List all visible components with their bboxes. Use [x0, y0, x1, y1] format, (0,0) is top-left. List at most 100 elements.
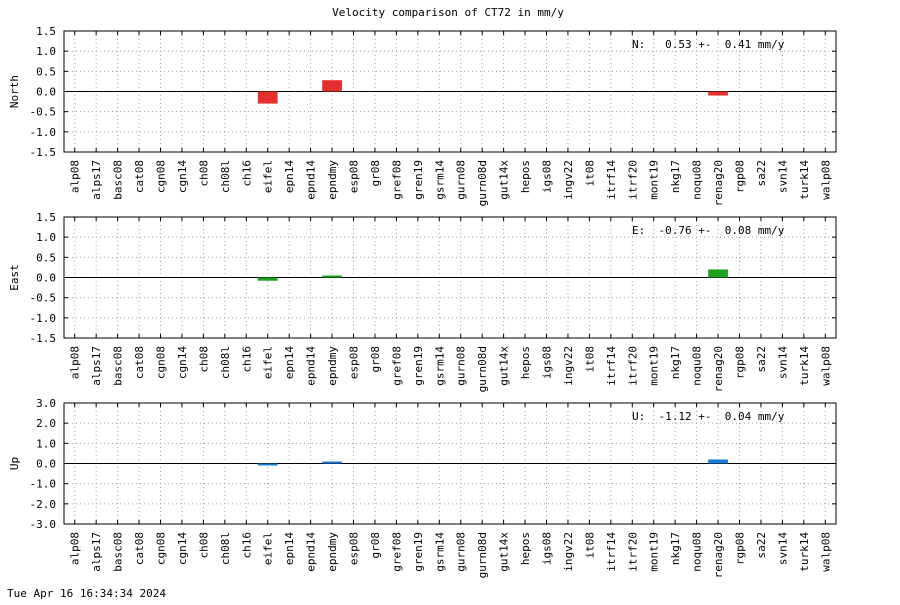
bar-renag20: [708, 269, 728, 278]
y-axis-label: East: [8, 264, 21, 291]
y-tick-label: 1.0: [36, 45, 56, 58]
x-tick-label: gr08: [369, 160, 382, 187]
y-axis-label: Up: [8, 457, 21, 470]
x-tick-label: hepos: [519, 532, 532, 565]
x-tick-label: gurn08d: [476, 532, 489, 578]
plot-frame: [63, 30, 837, 153]
x-tick-label: cgn14: [176, 532, 189, 565]
x-tick-label: eifel: [262, 532, 275, 565]
bar-epndmy: [322, 275, 342, 278]
x-tick-label: ingv22: [562, 532, 575, 572]
x-tick-label: ch16: [240, 160, 253, 187]
x-tick-label: cat08: [133, 160, 146, 193]
timestamp-footer: Tue Apr 16 16:34:34 2024: [7, 587, 166, 600]
x-tick-label: epnd14: [305, 532, 318, 572]
x-tick-label: noqu08: [691, 346, 704, 386]
x-tick-label: gref08: [390, 532, 403, 572]
x-tick-label: ch16: [240, 346, 253, 373]
x-tick-label: nkg17: [669, 160, 682, 193]
x-tick-label: eifel: [262, 346, 275, 379]
x-tick-label: epndmy: [326, 160, 339, 200]
x-tick-label: gurn08: [455, 346, 468, 386]
stats-annotation: N: 0.53 +- 0.41 mm/y: [632, 38, 785, 51]
y-tick-label: -1.0: [30, 312, 57, 325]
x-tick-label: noqu08: [691, 532, 704, 572]
x-tick-label: walp08: [819, 346, 832, 386]
x-tick-label: basc08: [112, 346, 125, 386]
x-tick-label: turk14: [798, 532, 811, 572]
x-tick-label: sa22: [755, 346, 768, 373]
x-tick-label: alp08: [69, 160, 82, 193]
x-tick-label: ch08: [197, 160, 210, 187]
y-tick-label: -1.0: [30, 478, 57, 491]
x-tick-label: alps17: [90, 532, 103, 572]
x-tick-label: gr08: [369, 532, 382, 559]
x-tick-label: gut14x: [498, 346, 511, 386]
x-tick-label: eifel: [262, 160, 275, 193]
x-tick-label: nkg17: [669, 346, 682, 379]
x-tick-label: alps17: [90, 346, 103, 386]
x-tick-label: gr08: [369, 346, 382, 373]
x-tick-label: ch08: [197, 532, 210, 559]
x-tick-label: gsrm14: [433, 532, 446, 572]
x-tick-label: ch08l: [219, 346, 232, 379]
x-tick-label: ingv22: [562, 160, 575, 200]
x-tick-label: rgp08: [734, 532, 747, 565]
bar-epndmy: [322, 461, 342, 464]
x-tick-label: igs08: [541, 160, 554, 193]
x-tick-label: ch08l: [219, 532, 232, 565]
x-tick-label: renag20: [712, 346, 725, 392]
x-tick-label: cat08: [133, 346, 146, 379]
x-tick-label: ch08: [197, 346, 210, 373]
panel-east: -1.5 -1.0 -0.5 0.0 0.5 1.0 1.5 alp08 alps17 basc0…: [8, 211, 837, 392]
y-tick-label: -3.0: [30, 518, 57, 531]
x-tick-label: alps17: [90, 160, 103, 200]
x-tick-label: itrf14: [605, 160, 618, 200]
plot-frame: [63, 402, 837, 525]
x-tick-label: gsrm14: [433, 346, 446, 386]
x-tick-label: esp08: [348, 346, 361, 379]
x-tick-label: ch16: [240, 532, 253, 559]
x-tick-label: gut14x: [498, 160, 511, 200]
x-tick-label: itrf14: [605, 532, 618, 572]
x-tick-label: epn14: [283, 160, 296, 193]
y-tick-label: 0.5: [36, 251, 56, 264]
x-tick-label: walp08: [819, 160, 832, 200]
x-tick-label: gref08: [390, 346, 403, 386]
y-tick-label: 1.5: [36, 211, 56, 224]
x-tick-label: cgn08: [155, 160, 168, 193]
bar-eifel: [257, 91, 278, 104]
x-tick-label: gurn08d: [476, 160, 489, 206]
x-tick-label: sa22: [755, 532, 768, 559]
x-tick-label: itrf20: [626, 532, 639, 572]
panel-north: -1.5 -1.0 -0.5 0.0 0.5 1.0 1.5 alp08 alps17 basc0…: [8, 25, 837, 206]
x-tick-label: alp08: [69, 532, 82, 565]
x-tick-label: cat08: [133, 532, 146, 565]
x-tick-label: esp08: [348, 532, 361, 565]
x-tick-label: itrf20: [626, 160, 639, 200]
x-tick-label: gurn08: [455, 160, 468, 200]
x-tick-label: svn14: [776, 346, 789, 379]
x-tick-label: gut14x: [498, 532, 511, 572]
x-tick-label: hepos: [519, 346, 532, 379]
y-tick-label: 0.5: [36, 65, 56, 78]
x-tick-label: basc08: [112, 160, 125, 200]
stats-annotation: E: -0.76 +- 0.08 mm/y: [632, 224, 785, 237]
y-tick-label: -0.5: [30, 106, 57, 119]
x-tick-label: igs08: [541, 532, 554, 565]
x-tick-label: igs08: [541, 346, 554, 379]
y-tick-label: 1.5: [36, 25, 56, 38]
panels-group: -1.5 -1.0 -0.5 0.0 0.5 1.0 1.5 alp08 alps17 basc0…: [8, 25, 837, 578]
x-tick-label: epndmy: [326, 346, 339, 386]
x-tick-label: sa22: [755, 160, 768, 187]
y-tick-label: 0.0: [36, 458, 56, 471]
x-tick-label: epn14: [283, 346, 296, 379]
x-tick-label: nkg17: [669, 532, 682, 565]
y-tick-label: -2.0: [30, 498, 57, 511]
x-tick-label: epnd14: [305, 160, 318, 200]
x-tick-label: cgn08: [155, 532, 168, 565]
x-tick-label: it08: [583, 160, 596, 187]
bar-eifel: [257, 463, 278, 466]
